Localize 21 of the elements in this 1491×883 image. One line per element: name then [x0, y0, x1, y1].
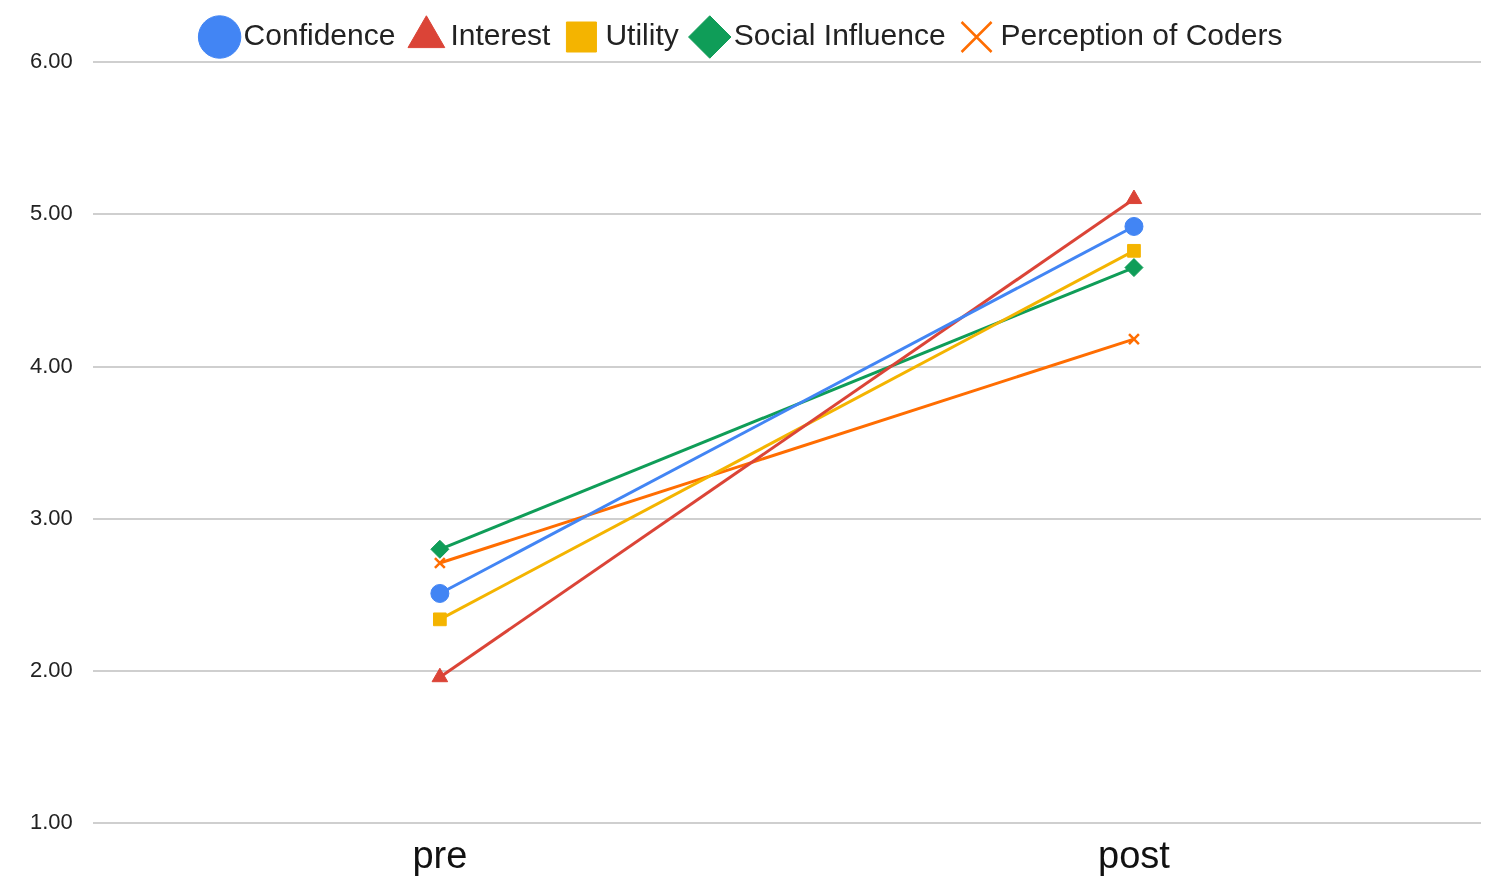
point: [430, 583, 450, 603]
y-tick-label: 6.00: [29, 48, 73, 74]
x-tick-label: post: [1098, 833, 1171, 876]
y-tick-label: 4.00: [29, 352, 73, 378]
y-tick-label: 2.00: [29, 657, 73, 683]
legend-label: Confidence: [243, 18, 396, 52]
x-tick-label: pre: [412, 833, 468, 876]
legend-label: Interest: [450, 18, 552, 52]
legend-label: Utility: [605, 18, 679, 52]
y-tick-label: 1.00: [29, 809, 73, 835]
y-tick-label: 5.00: [29, 200, 73, 226]
point: [1124, 216, 1144, 236]
point: [1124, 258, 1144, 278]
point: [433, 556, 447, 570]
legend-label: Perception of Coders: [1000, 18, 1283, 52]
point: [433, 612, 447, 627]
point: [1127, 332, 1141, 346]
point: [1127, 243, 1141, 258]
point: [430, 539, 450, 559]
legend-label: Social Influence: [733, 18, 946, 52]
y-tick-label: 3.00: [29, 504, 73, 530]
